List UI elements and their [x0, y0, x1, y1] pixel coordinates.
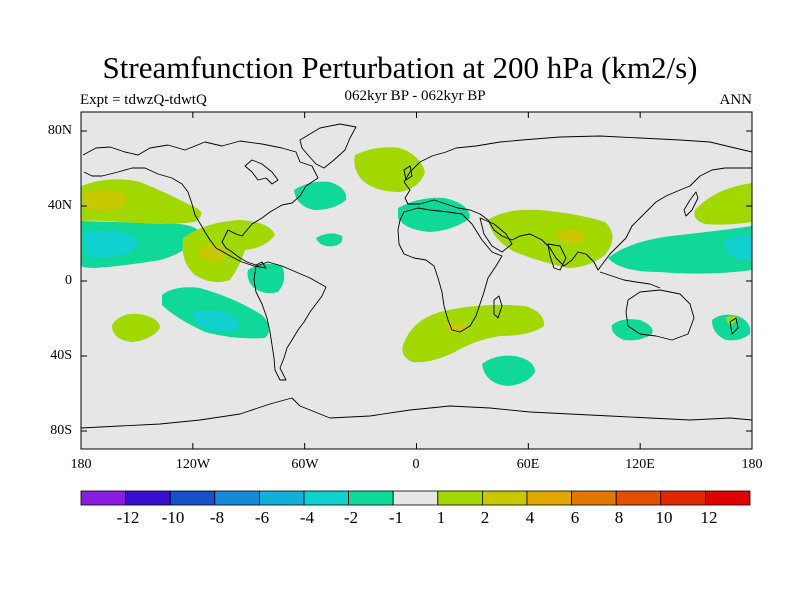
colorbar-box [705, 490, 751, 506]
anomaly-c-pacific-pos [182, 220, 275, 283]
colorbar-label: 12 [700, 508, 718, 527]
lon-label-120w: 120W [175, 457, 211, 472]
anomaly-s-indian-neg [482, 355, 535, 386]
coast-south-america [253, 261, 327, 381]
anomaly-w-pacific-neg [608, 226, 752, 274]
period-label: 062kyr BP - 062kyr BP [344, 88, 486, 104]
coast-eurasia [403, 135, 752, 183]
axis-ticks [80, 112, 753, 449]
colorbar-box [392, 490, 439, 506]
lat-label-80s: 80S [50, 423, 72, 438]
colorbar-box [615, 490, 662, 506]
colorbar-box [660, 490, 706, 506]
coast-nz [729, 317, 739, 335]
colorbar-label: -6 [254, 508, 270, 527]
anomaly-n-atlantic-neg [294, 181, 347, 210]
lon-label-60w: 60W [291, 457, 319, 472]
colorbar-label: 6 [570, 508, 580, 527]
anomaly-atlantic-neg-small [316, 233, 343, 247]
colorbar-box [348, 490, 394, 506]
anomaly-nz-pos [726, 316, 738, 324]
anomaly-australia-neg [611, 319, 653, 341]
colorbar-label: 8 [614, 508, 624, 527]
anomaly-s-asia-core [555, 229, 585, 244]
lon-label-180e: 180 [741, 457, 763, 472]
experiment-label: Expt = tdwzQ-tdwtQ [80, 92, 207, 108]
lat-label-eq: 0 [65, 273, 72, 288]
colorbar-box [258, 490, 305, 506]
plot-title: Streamfunction Perturbation at 200 hPa (… [102, 50, 698, 85]
lon-label-180w: 180 [70, 457, 92, 472]
colorbar-label: 2 [480, 508, 490, 527]
colorbar-label: -12 [116, 508, 140, 527]
lon-label-0: 0 [412, 457, 420, 472]
colorbar-label: -4 [299, 508, 315, 527]
lat-label-40n: 40N [47, 198, 72, 213]
anomaly-tropical-pacific-neg-core [84, 230, 138, 258]
colorbar-box [303, 490, 349, 506]
colorbar-box [437, 490, 483, 506]
coastlines [81, 123, 752, 429]
coast-antarctica [81, 397, 752, 429]
coast-uk [403, 165, 413, 181]
colorbar-box [169, 490, 216, 506]
anomaly-s-asia-pos [488, 209, 613, 268]
colorbar-label: 10 [655, 508, 673, 527]
colorbar-box [571, 490, 617, 506]
lat-label-40s: 40S [50, 348, 72, 363]
lon-label-60e: 60E [516, 457, 540, 472]
colorbar-box [481, 490, 528, 506]
colorbar-label: -1 [388, 508, 404, 527]
coast-indonesia [599, 271, 661, 289]
coast-madagascar [493, 295, 503, 319]
coast-australia [625, 289, 695, 341]
anomaly-n-atlantic-pos [354, 147, 425, 192]
coast-japan [683, 191, 699, 217]
colorbar-label: 1 [436, 508, 446, 527]
colorbar-box [526, 490, 572, 506]
season-label: ANN [719, 92, 753, 108]
anomaly-w-pacific-neg-core [725, 234, 752, 261]
colorbar-label: 4 [525, 508, 535, 527]
anomaly-s-pacific-pos [112, 313, 160, 342]
colorbar-box [80, 490, 126, 506]
colorbar-label: -2 [343, 508, 359, 527]
colorbar-label: -10 [161, 508, 185, 527]
anomaly-caribbean-neg [247, 263, 285, 294]
coast-hudson-bay [244, 159, 279, 185]
coast-india [547, 243, 567, 271]
anomaly-s-pacific-neg-core [192, 310, 239, 333]
coast-north-america [82, 140, 319, 269]
lon-label-120e: 120E [625, 457, 655, 472]
anomaly-nw-pacific-pos [694, 183, 752, 225]
coast-greenland [299, 123, 357, 169]
colorbar [80, 490, 751, 506]
coast-arabia [479, 217, 513, 253]
anomaly-s-atlantic-pos [402, 304, 545, 363]
colorbar-box [214, 490, 260, 506]
colorbar-box [125, 490, 171, 506]
anomaly-n-pacific-core [84, 189, 127, 211]
lat-label-80n: 80N [47, 123, 72, 138]
coast-europe-asia-south [403, 167, 752, 271]
coast-africa [397, 207, 503, 333]
colorbar-label: -8 [209, 508, 225, 527]
anomaly-fields [81, 147, 752, 386]
